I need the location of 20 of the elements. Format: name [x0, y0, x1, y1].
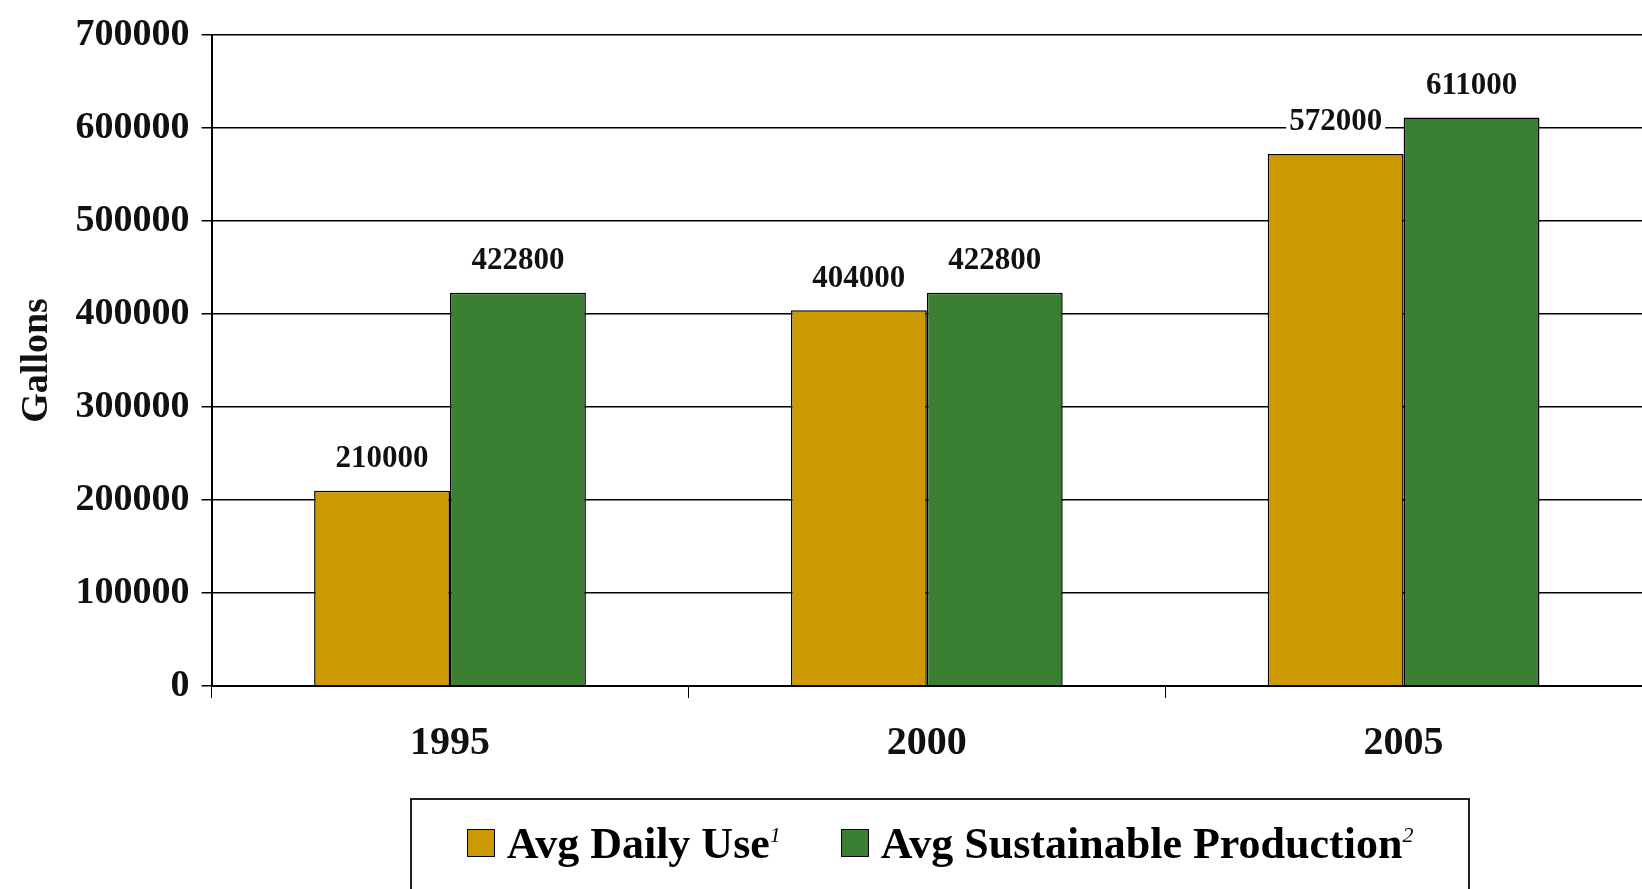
- data-label: 611000: [1425, 66, 1518, 102]
- data-label: 404000: [812, 258, 906, 294]
- data-label: 572000: [1289, 102, 1383, 138]
- legend-label: Avg Daily Use$^{1}$: [506, 817, 781, 869]
- y-tick-label: 0: [170, 661, 190, 704]
- y-tick-label: 400000: [75, 289, 190, 332]
- x-tick-label: 1995: [410, 718, 490, 764]
- y-tick-label: 100000: [75, 568, 190, 611]
- x-tick-label: 2000: [886, 718, 967, 764]
- data-label: 422800: [948, 241, 1042, 277]
- y-axis-title: Gallons: [12, 298, 55, 423]
- data-label: 210000: [335, 439, 429, 475]
- y-tick-label: 200000: [75, 475, 190, 518]
- y-tick-label: 300000: [75, 382, 190, 425]
- y-tick-label: 700000: [75, 10, 190, 53]
- y-tick-label: 600000: [75, 103, 190, 146]
- x-tick-label: 2005: [1363, 718, 1444, 764]
- legend-label: Avg Sustainable Production$^{2}$: [880, 817, 1414, 869]
- y-tick-label: 500000: [75, 196, 190, 239]
- data-label: 422800: [471, 241, 565, 277]
